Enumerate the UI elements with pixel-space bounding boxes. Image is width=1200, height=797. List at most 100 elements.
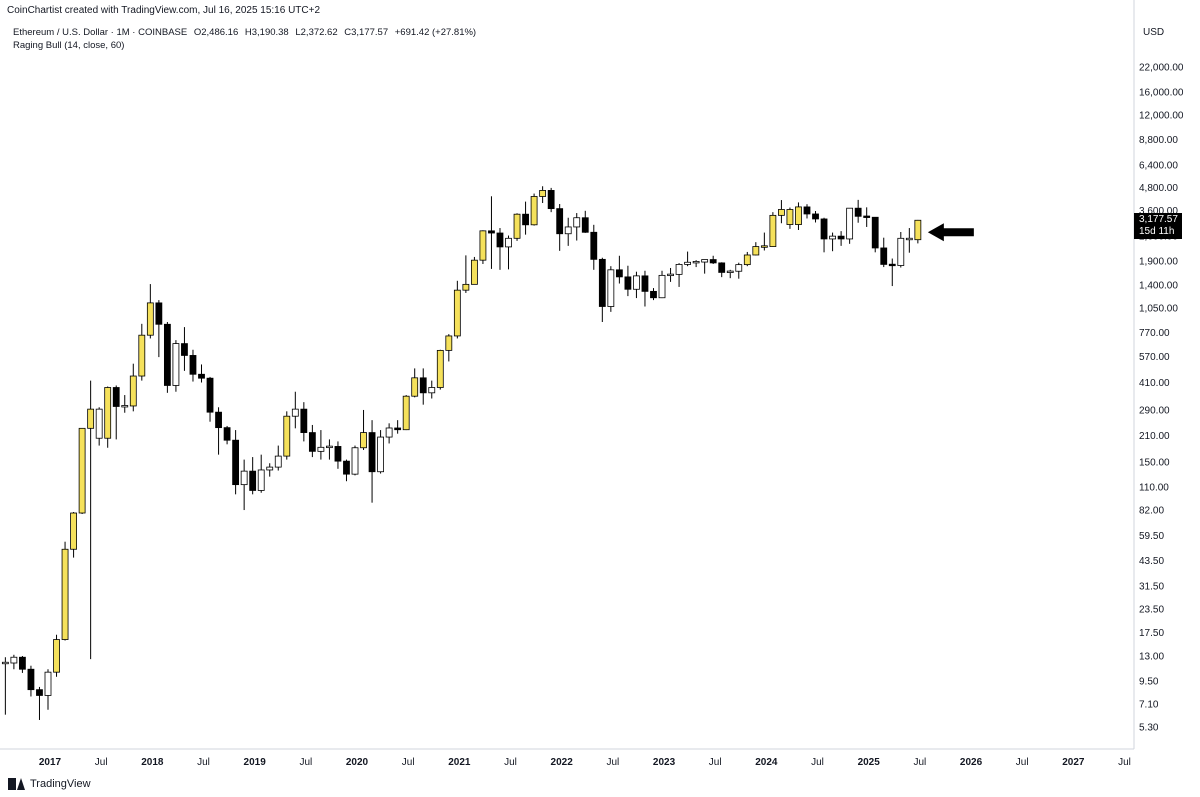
candle[interactable] [445, 334, 453, 362]
candle[interactable] [897, 231, 905, 268]
candle[interactable] [10, 654, 18, 670]
candle[interactable] [743, 251, 751, 267]
candle[interactable] [36, 686, 43, 720]
candle[interactable] [360, 409, 367, 450]
candle[interactable] [641, 270, 649, 307]
candle[interactable] [343, 459, 350, 482]
candle[interactable] [488, 196, 495, 269]
candle[interactable] [87, 380, 95, 660]
candle[interactable] [61, 541, 69, 641]
candle[interactable] [215, 407, 222, 455]
candle[interactable] [206, 376, 214, 422]
candle[interactable] [308, 424, 316, 458]
candle[interactable] [735, 262, 743, 279]
candle[interactable] [121, 395, 129, 413]
candle[interactable] [351, 445, 359, 476]
candle[interactable] [317, 430, 325, 460]
candle[interactable] [530, 193, 538, 226]
candle[interactable] [1, 657, 9, 715]
candle[interactable] [232, 430, 240, 495]
candle[interactable] [240, 459, 248, 511]
candle[interactable] [257, 454, 265, 493]
candle[interactable] [726, 269, 734, 279]
candle[interactable] [189, 349, 197, 382]
candle[interactable] [581, 210, 589, 233]
candle[interactable] [104, 386, 112, 448]
candle[interactable] [615, 255, 623, 284]
candle[interactable] [590, 224, 598, 270]
candle[interactable] [462, 255, 470, 293]
candle[interactable] [146, 284, 154, 339]
candle[interactable] [70, 512, 77, 558]
candle[interactable] [181, 327, 188, 371]
candle[interactable] [172, 340, 180, 392]
candle[interactable] [854, 199, 862, 223]
candle[interactable] [718, 262, 726, 278]
candle[interactable] [778, 200, 785, 224]
candle[interactable] [411, 368, 419, 398]
candle[interactable] [871, 216, 879, 253]
candle[interactable] [624, 265, 632, 297]
candle[interactable] [19, 656, 26, 673]
candle[interactable] [402, 395, 410, 431]
candle[interactable] [470, 256, 478, 285]
candle[interactable] [326, 439, 333, 460]
candle[interactable] [505, 235, 512, 270]
candle[interactable] [428, 380, 436, 399]
candle[interactable] [291, 391, 299, 429]
candle[interactable] [513, 213, 521, 241]
candle[interactable] [138, 323, 146, 381]
candle[interactable] [394, 420, 402, 434]
candle[interactable] [658, 270, 666, 299]
candle[interactable] [633, 271, 640, 299]
candle[interactable] [547, 187, 555, 213]
candle[interactable] [573, 213, 581, 241]
candle[interactable] [684, 251, 691, 267]
candle[interactable] [479, 230, 487, 264]
candle[interactable] [274, 445, 282, 471]
candle[interactable] [564, 217, 572, 246]
candle[interactable] [709, 255, 717, 264]
indicator-legend[interactable]: Raging Bull (14, close, 60) [13, 40, 125, 51]
candle[interactable] [667, 267, 674, 282]
candle[interactable] [786, 207, 794, 229]
candle[interactable] [266, 463, 274, 477]
tradingview-logo[interactable]: TradingView [8, 778, 91, 790]
candle[interactable] [368, 420, 376, 503]
candle[interactable] [863, 207, 871, 227]
candle[interactable] [112, 385, 120, 440]
candle[interactable] [701, 259, 709, 274]
candle[interactable] [283, 411, 291, 460]
candle[interactable] [914, 219, 922, 244]
candle[interactable] [846, 207, 854, 244]
candle[interactable] [650, 288, 657, 301]
candle[interactable] [803, 204, 811, 219]
currency-label[interactable]: USD [1143, 27, 1165, 38]
candle[interactable] [27, 665, 35, 697]
candle[interactable] [837, 231, 845, 246]
candle[interactable] [769, 212, 777, 247]
candle[interactable] [334, 441, 342, 469]
candle[interactable] [377, 430, 384, 474]
candle[interactable] [95, 407, 103, 446]
candle[interactable] [607, 266, 615, 312]
candle[interactable] [436, 349, 444, 390]
candle[interactable] [888, 258, 896, 287]
candle[interactable] [829, 232, 836, 252]
candle[interactable] [760, 232, 768, 251]
candle[interactable] [44, 669, 52, 710]
candle[interactable] [692, 260, 700, 268]
candle[interactable] [249, 457, 257, 495]
candle[interactable] [820, 217, 828, 253]
candle[interactable] [880, 237, 888, 268]
candle[interactable] [496, 228, 504, 270]
candle[interactable] [752, 242, 760, 256]
candle[interactable] [53, 634, 60, 677]
candle[interactable] [300, 402, 308, 442]
symbol-legend[interactable]: Ethereum / U.S. Dollar · 1M · COINBASE O… [13, 27, 480, 38]
candle[interactable] [198, 364, 205, 383]
candle[interactable] [812, 211, 819, 223]
candle[interactable] [155, 300, 163, 358]
candle[interactable] [905, 228, 913, 253]
